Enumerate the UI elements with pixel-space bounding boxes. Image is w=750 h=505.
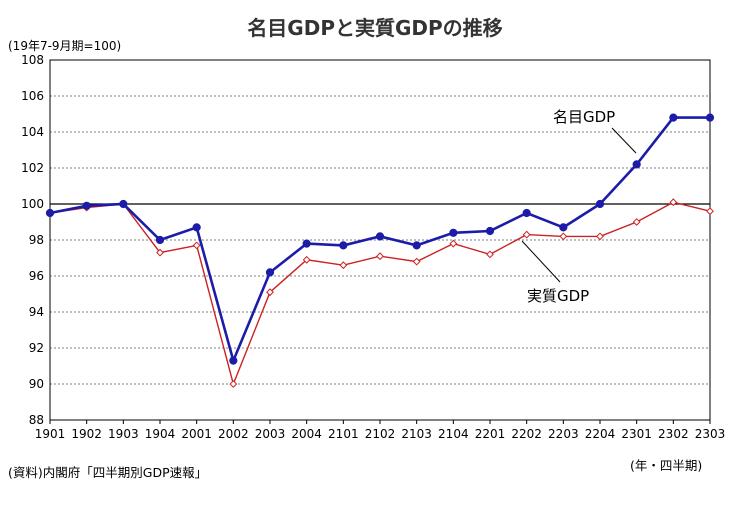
x-tick-label: 2203 bbox=[548, 427, 579, 441]
nominal-gdp-point bbox=[705, 113, 715, 122]
nominal-gdp-point bbox=[339, 241, 348, 250]
nominal-gdp-point bbox=[302, 239, 311, 248]
x-tick-label: 2301 bbox=[621, 427, 652, 441]
y-tick-label: 98 bbox=[29, 233, 44, 247]
nominal-gdp-point bbox=[412, 241, 421, 250]
x-tick-label: 2104 bbox=[438, 427, 469, 441]
nominal-gdp-point bbox=[45, 208, 55, 218]
x-tick-label: 2003 bbox=[255, 427, 286, 441]
x-tick-label: 2202 bbox=[511, 427, 542, 441]
nominal-gdp-point bbox=[449, 228, 458, 237]
y-tick-label: 94 bbox=[29, 305, 44, 319]
nominal-gdp-leader-line bbox=[611, 127, 637, 154]
nominal-gdp-point bbox=[522, 208, 531, 218]
nominal-gdp-point bbox=[265, 268, 275, 277]
real-gdp-label: 実質GDP bbox=[527, 287, 589, 305]
real-gdp-point bbox=[559, 232, 568, 241]
x-axis-unit-label: (年・四半期) bbox=[630, 458, 703, 473]
x-tick-label: 1903 bbox=[108, 427, 139, 441]
x-tick-label: 2102 bbox=[365, 427, 396, 441]
real-gdp-point bbox=[596, 232, 604, 241]
y-tick-label: 102 bbox=[21, 161, 44, 175]
nominal-gdp-point bbox=[669, 113, 678, 122]
y-tick-label: 100 bbox=[21, 197, 44, 211]
chart-title: 名目GDPと実質GDPの推移 bbox=[247, 16, 503, 40]
x-tick-label: 2002 bbox=[218, 427, 249, 441]
real-gdp-point bbox=[486, 250, 494, 259]
real-gdp-point bbox=[706, 207, 714, 216]
source-note: (資料)内閣府「四半期別GDP速報」 bbox=[8, 465, 208, 480]
real-gdp-point bbox=[412, 257, 421, 266]
x-tick-label: 1904 bbox=[145, 427, 176, 441]
nominal-gdp-point bbox=[595, 199, 605, 209]
y-tick-label: 106 bbox=[21, 89, 44, 103]
real-gdp-point bbox=[449, 239, 458, 248]
nominal-gdp-label: 名目GDP bbox=[553, 108, 615, 126]
nominal-gdp-point bbox=[155, 235, 165, 245]
y-tick-label: 104 bbox=[21, 125, 44, 139]
nominal-gdp-point bbox=[375, 232, 385, 241]
x-tick-label: 2103 bbox=[401, 427, 432, 441]
nominal-gdp-point bbox=[632, 160, 641, 169]
real-gdp-point bbox=[339, 261, 348, 270]
real-gdp-point bbox=[522, 230, 531, 239]
x-tick-label: 2101 bbox=[328, 427, 359, 441]
real-gdp-point bbox=[266, 288, 274, 297]
y-tick-label: 96 bbox=[29, 269, 44, 283]
x-tick-label: 1901 bbox=[35, 427, 66, 441]
y-tick-label: 88 bbox=[29, 413, 44, 427]
y-tick-label: 92 bbox=[29, 341, 44, 355]
x-tick-label: 2001 bbox=[181, 427, 212, 441]
real-gdp-point bbox=[669, 198, 678, 207]
y-tick-label: 108 bbox=[21, 53, 44, 67]
y-tick-label: 90 bbox=[29, 377, 44, 391]
nominal-gdp-point bbox=[192, 223, 201, 232]
x-tick-label: 1902 bbox=[71, 427, 102, 441]
real-gdp-point bbox=[632, 218, 641, 226]
nominal-gdp-point bbox=[119, 199, 128, 209]
nominal-gdp-point bbox=[559, 223, 568, 232]
x-tick-label: 2004 bbox=[291, 427, 322, 441]
nominal-gdp-point bbox=[229, 356, 238, 365]
real-gdp-point bbox=[229, 380, 238, 388]
real-gdp-point bbox=[376, 252, 384, 261]
y-axis-unit-label: (19年7-9月期=100) bbox=[8, 39, 122, 53]
x-tick-label: 2303 bbox=[695, 427, 726, 441]
nominal-gdp-point bbox=[82, 201, 91, 210]
x-tick-label: 2302 bbox=[658, 427, 689, 441]
real-gdp-point bbox=[302, 255, 311, 264]
real-gdp-leader-line bbox=[521, 240, 561, 283]
real-gdp-point bbox=[156, 248, 164, 257]
real-gdp-point bbox=[192, 241, 201, 250]
nominal-gdp-point bbox=[485, 226, 495, 236]
x-tick-label: 2201 bbox=[475, 427, 506, 441]
x-tick-label: 2204 bbox=[585, 427, 616, 441]
